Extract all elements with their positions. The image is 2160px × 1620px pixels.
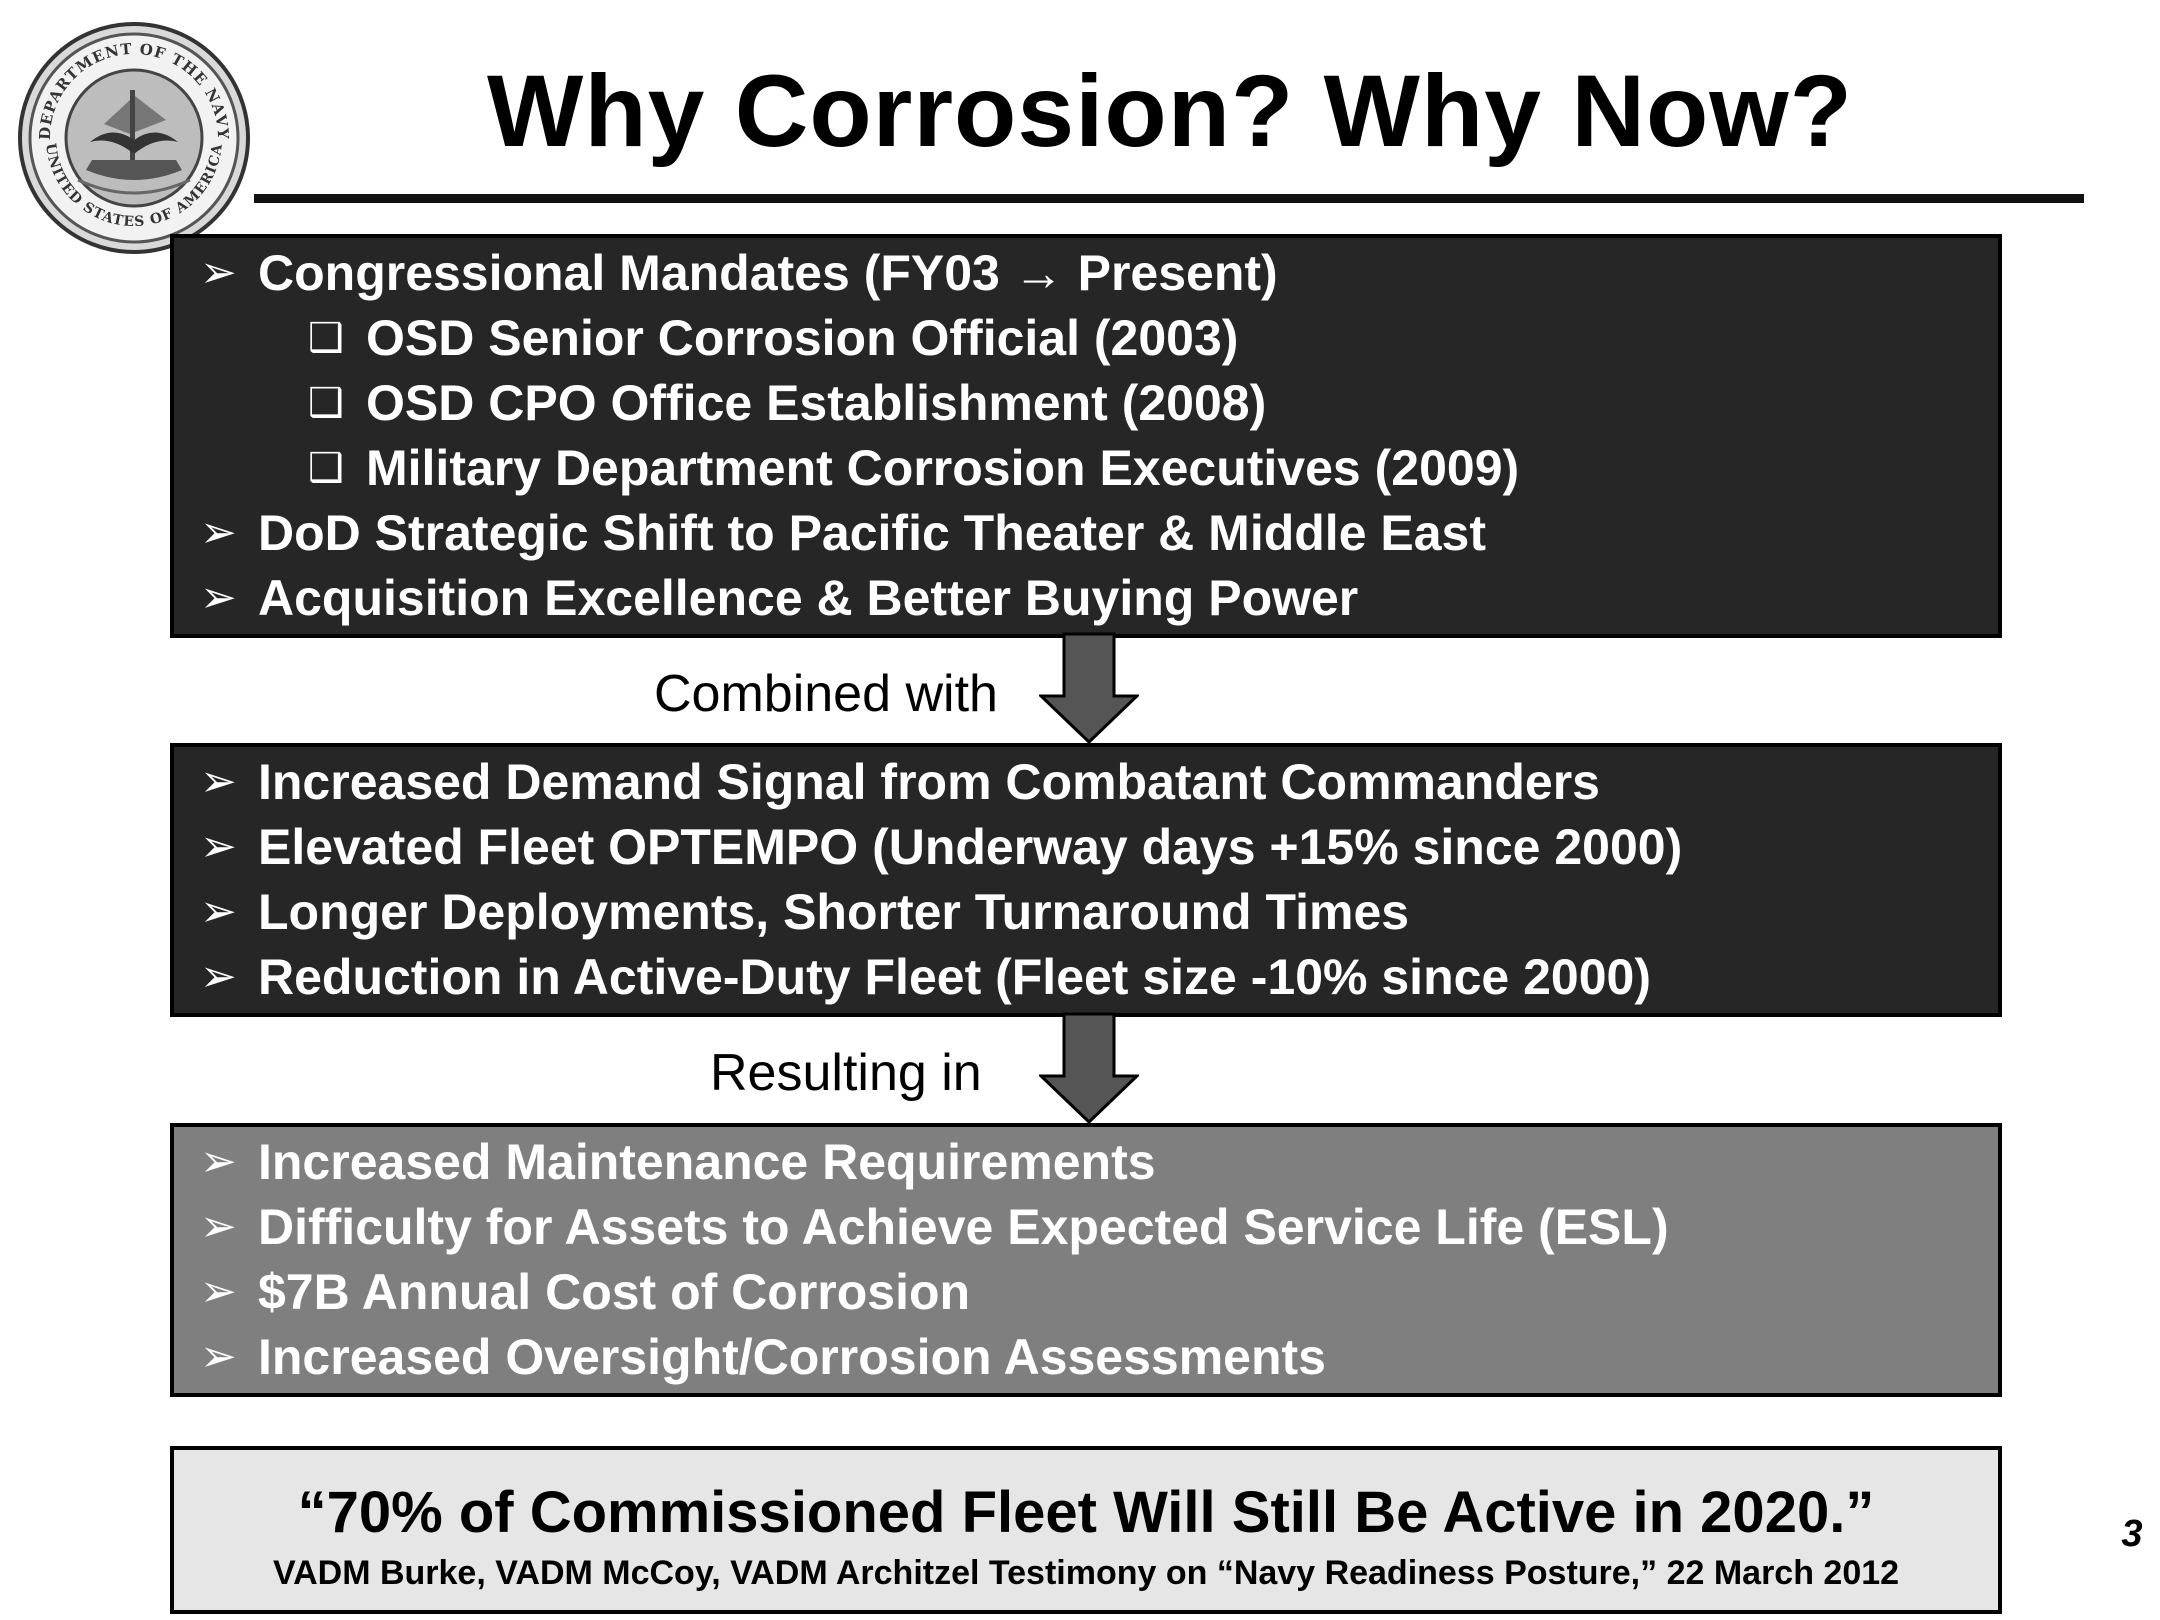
results-box: ➢ Increased Maintenance Requirements ➢ D… xyxy=(170,1123,2002,1397)
arrow-bullet-icon: ➢ xyxy=(200,1201,237,1252)
square-bullet-icon: ❑ xyxy=(308,379,344,426)
arrow-bullet-icon: ➢ xyxy=(200,1136,237,1187)
list-item-text: OSD CPO Office Establishment (2008) xyxy=(366,374,1267,431)
list-item: ➢ Elevated Fleet OPTEMPO (Underway days … xyxy=(174,814,1998,879)
connector-label: Resulting in xyxy=(710,1044,982,1102)
list-item: ➢ DoD Strategic Shift to Pacific Theater… xyxy=(174,500,1998,565)
list-item: ➢ Increased Demand Signal from Combatant… xyxy=(174,749,1998,814)
demand-box: ➢ Increased Demand Signal from Combatant… xyxy=(170,743,2002,1017)
page-number: 3 xyxy=(2121,1513,2143,1555)
slide-title: Why Corrosion? Why Now? xyxy=(487,54,1853,168)
arrow-bullet-icon: ➢ xyxy=(200,572,237,623)
arrow-bullet-icon: ➢ xyxy=(200,821,237,872)
square-bullet-icon: ❑ xyxy=(308,444,344,491)
down-arrow-icon xyxy=(1039,1012,1139,1124)
list-item-text: Increased Demand Signal from Combatant C… xyxy=(258,753,1600,810)
quote-text: “70% of Commissioned Fleet Will Still Be… xyxy=(297,1480,1875,1545)
list-item-text: DoD Strategic Shift to Pacific Theater &… xyxy=(258,504,1487,561)
down-arrow-icon xyxy=(1039,632,1139,744)
list-item-text: Increased Oversight/Corrosion Assessment… xyxy=(258,1328,1326,1385)
list-item-text: Acquisition Excellence & Better Buying P… xyxy=(258,569,1359,626)
arrow-bullet-icon: ➢ xyxy=(200,756,237,807)
square-bullet-icon: ❑ xyxy=(308,314,344,361)
list-item: ❑ OSD CPO Office Establishment (2008) xyxy=(174,370,1998,435)
list-item-text: Difficulty for Assets to Achieve Expecte… xyxy=(258,1198,1669,1255)
quote-box: “70% of Commissioned Fleet Will Still Be… xyxy=(170,1446,2002,1614)
title-divider xyxy=(254,194,2084,203)
navy-seal-icon: DEPARTMENT OF THE NAVY UNITED STATES OF … xyxy=(18,22,250,254)
list-item-text: Congressional Mandates (FY03 → Present) xyxy=(258,244,1278,301)
list-item-text: Increased Maintenance Requirements xyxy=(258,1133,1156,1190)
list-item: ➢ $7B Annual Cost of Corrosion xyxy=(174,1259,1998,1324)
list-item: ➢ Congressional Mandates (FY03 → Present… xyxy=(174,240,1998,305)
list-item: ➢ Longer Deployments, Shorter Turnaround… xyxy=(174,879,1998,944)
arrow-bullet-icon: ➢ xyxy=(200,951,237,1002)
connector-label: Combined with xyxy=(654,665,998,723)
list-item-text: Military Department Corrosion Executives… xyxy=(366,439,1520,496)
quote-source: VADM Burke, VADM McCoy, VADM Architzel T… xyxy=(272,1554,1900,1592)
list-item-text: OSD Senior Corrosion Official (2003) xyxy=(366,309,1239,366)
arrow-bullet-icon: ➢ xyxy=(200,1331,237,1382)
list-item: ➢ Difficulty for Assets to Achieve Expec… xyxy=(174,1194,1998,1259)
list-item-text: $7B Annual Cost of Corrosion xyxy=(258,1263,971,1320)
list-item-text: Longer Deployments, Shorter Turnaround T… xyxy=(258,883,1410,940)
list-item: ❑ OSD Senior Corrosion Official (2003) xyxy=(174,305,1998,370)
list-item: ➢ Acquisition Excellence & Better Buying… xyxy=(174,565,1998,630)
mandates-box: ➢ Congressional Mandates (FY03 → Present… xyxy=(170,234,2002,638)
list-item-text: Elevated Fleet OPTEMPO (Underway days +1… xyxy=(258,818,1683,875)
list-item: ❑ Military Department Corrosion Executiv… xyxy=(174,435,1998,500)
arrow-bullet-icon: ➢ xyxy=(200,1266,237,1317)
list-item-text: Reduction in Active-Duty Fleet (Fleet si… xyxy=(258,948,1651,1005)
arrow-bullet-icon: ➢ xyxy=(200,507,237,558)
list-item: ➢ Reduction in Active-Duty Fleet (Fleet … xyxy=(174,944,1998,1009)
list-item: ➢ Increased Maintenance Requirements xyxy=(174,1129,1998,1194)
arrow-bullet-icon: ➢ xyxy=(200,886,237,937)
list-item: ➢ Increased Oversight/Corrosion Assessme… xyxy=(174,1324,1998,1389)
arrow-bullet-icon: ➢ xyxy=(200,247,237,298)
